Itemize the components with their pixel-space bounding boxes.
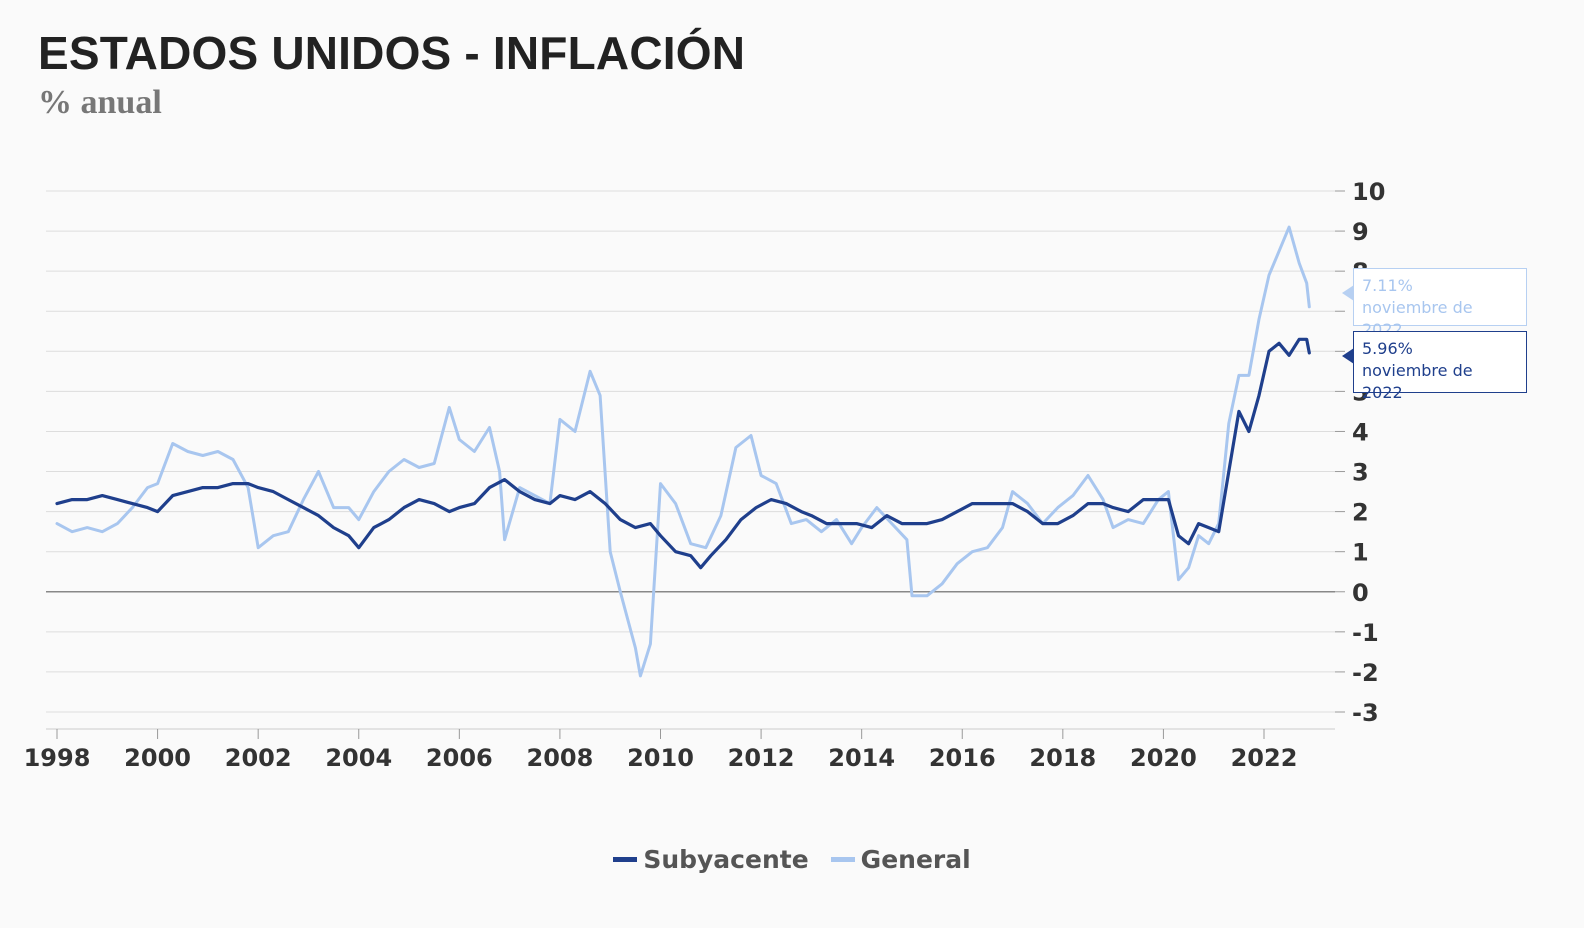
legend-swatch-general	[830, 857, 855, 862]
y-tick-label: -2	[1352, 659, 1379, 687]
y-axis: 109876543210-1-2-3	[1335, 178, 1385, 727]
gridlines	[46, 190, 1335, 713]
x-tick-label: 2000	[124, 744, 191, 772]
legend-swatch-subyacente	[613, 857, 638, 862]
series-line-subyacente[interactable]	[55, 337, 1311, 570]
series-lines	[55, 225, 1311, 678]
tooltip-arrow	[1342, 285, 1354, 301]
chart-subtitle: % anual	[38, 84, 162, 121]
legend-item-general[interactable]: General	[830, 845, 971, 874]
x-tick-label: 2018	[1029, 744, 1096, 772]
x-tick-label: 2016	[929, 744, 996, 772]
y-tick-label: 1	[1352, 539, 1369, 567]
legend-item-subyacente[interactable]: Subyacente	[613, 845, 809, 874]
tooltip-arrow	[1342, 348, 1354, 364]
x-tick-label: 2014	[828, 744, 895, 772]
legend-label-subyacente: Subyacente	[643, 845, 809, 874]
y-tick-label: 3	[1352, 459, 1369, 487]
x-tick-label: 2006	[426, 744, 493, 772]
x-axis: 1998 2000 2002 2004 2006 2008 2010 2012 2014 2016…	[24, 728, 1335, 772]
x-tick-label: 2020	[1130, 744, 1197, 772]
y-tick-label: 2	[1352, 499, 1369, 527]
series-line-general[interactable]	[55, 225, 1311, 678]
y-tick-label: 0	[1352, 579, 1369, 607]
tooltip-general: 7.11% noviembre de 2022	[1342, 268, 1527, 339]
tooltip-core: 5.96% noviembre de 2022	[1342, 331, 1527, 402]
x-tick-label: 1998	[24, 744, 91, 772]
x-tick-label: 2002	[225, 744, 292, 772]
x-tick-label: 2012	[728, 744, 795, 772]
chart-title: ESTADOS UNIDOS - INFLACIÓN	[38, 27, 746, 79]
legend-label-general: General	[860, 845, 971, 874]
tooltip-core-date: noviembre de 2022	[1362, 361, 1473, 402]
x-tick-label: 2004	[325, 744, 392, 772]
y-tick-label: 4	[1352, 418, 1369, 446]
legend: Subyacente General	[0, 845, 1584, 874]
tooltip-core-value: 5.96%	[1362, 339, 1413, 358]
y-tick-label: 9	[1352, 218, 1369, 246]
y-tick-label: -1	[1352, 619, 1379, 647]
x-tick-label: 2022	[1231, 744, 1298, 772]
x-tick-label: 2008	[527, 744, 594, 772]
y-tick-label: -3	[1352, 699, 1379, 727]
x-tick-label: 2010	[627, 744, 694, 772]
y-tick-label: 10	[1352, 178, 1385, 206]
tooltip-general-value: 7.11%	[1362, 276, 1413, 295]
